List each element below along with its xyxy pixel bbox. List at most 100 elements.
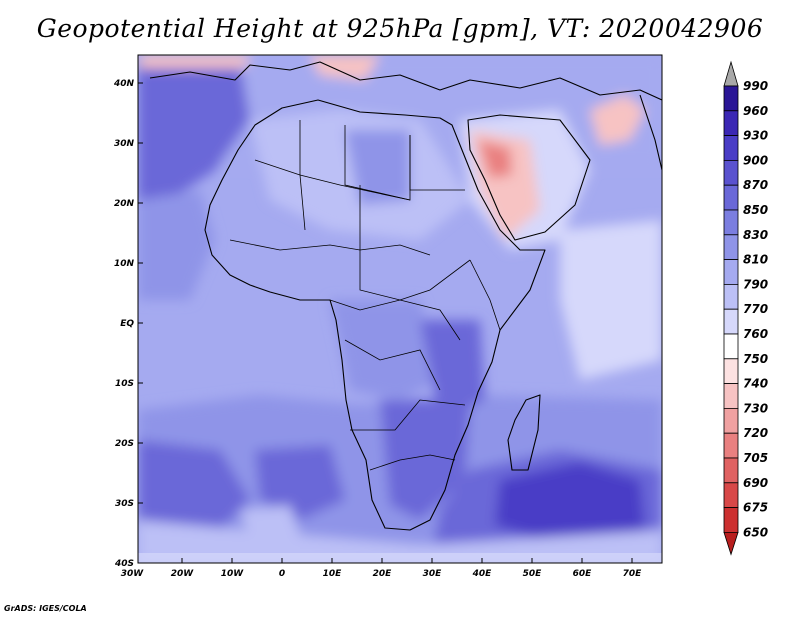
field-east-dark <box>420 320 485 420</box>
lon-label: 50E <box>523 569 543 579</box>
lat-label: 10N <box>114 259 135 269</box>
field-arabia-red <box>478 140 512 178</box>
arabia-coastline <box>467 114 591 241</box>
colorbar-swatch <box>723 159 739 186</box>
africa-coastline <box>204 99 546 531</box>
colorbar-swatch <box>723 259 739 285</box>
coastlines <box>149 61 662 531</box>
border-east <box>469 259 501 331</box>
colorbar-label: 900 <box>743 153 768 167</box>
colorbar-swatch <box>723 407 739 434</box>
colorbar-label: 770 <box>743 302 768 316</box>
lat-label: 30S <box>115 499 134 509</box>
lat-label: 40S <box>114 559 134 569</box>
lat-label: 30N <box>114 139 135 149</box>
colorbar-swatch <box>723 457 739 484</box>
colorbar-swatch <box>723 209 739 236</box>
lat-label: 20S <box>115 439 134 449</box>
colorbar-swatch <box>723 184 739 211</box>
colorbar-bottom-triangle <box>723 532 739 556</box>
colorbar-label: 870 <box>743 178 768 192</box>
colorbar-swatch <box>723 135 739 161</box>
colorbar-label: 705 <box>743 451 768 465</box>
field-south-deep <box>495 462 645 545</box>
colorbar-label: 740 <box>743 377 768 391</box>
field-atlantic-mid <box>138 190 215 300</box>
colorbar-swatch <box>723 432 739 459</box>
colorbar-top-triangle <box>723 60 739 87</box>
colorbar-swatch <box>723 308 739 335</box>
field-south-dark-west <box>138 440 250 540</box>
border-southern-2 <box>369 454 456 471</box>
colorbar-label: 990 <box>743 79 768 93</box>
field-indian-ocean-pale <box>560 220 662 380</box>
colorbar-label: 650 <box>743 525 768 539</box>
lat-label: 10S <box>115 379 134 389</box>
madagascar-coastline <box>507 394 541 471</box>
colorbar-label: 675 <box>743 501 768 515</box>
colorbar-label: 730 <box>743 401 768 415</box>
field-south-pale <box>138 520 662 563</box>
colorbar-label: 760 <box>743 327 768 341</box>
border-sahel <box>229 239 431 256</box>
field-cape-pale <box>240 505 300 540</box>
lat-label: EQ <box>120 319 134 329</box>
lat-label: 40N <box>113 79 135 89</box>
lon-label: 60E <box>573 569 593 579</box>
lon-label: 10E <box>323 569 343 579</box>
colorbar-swatch <box>723 234 739 261</box>
chart-title: Geopotential Height at 925hPa [gpm], VT:… <box>36 14 764 43</box>
country-borders <box>229 120 501 471</box>
field-central-mid <box>330 300 440 400</box>
border-sahara-1 <box>254 159 411 201</box>
lon-label: 10W <box>221 569 245 579</box>
colorbar-swatch <box>723 110 739 137</box>
longitude-axis: 30W 20W 10W 0 10E 20E 30E 40E 50E 60E 70E <box>121 558 642 579</box>
border-egypt <box>409 135 465 191</box>
border-sahara-2 <box>299 120 306 231</box>
plot-frame <box>137 54 663 564</box>
lon-label: 70E <box>623 569 643 579</box>
field-south-dark-mid <box>255 445 345 520</box>
colorbar-swatch <box>723 85 739 112</box>
border-southern-1 <box>350 399 466 431</box>
colorbar-swatch <box>723 507 739 533</box>
credit-text: GrADS: IGES/COLA <box>4 604 87 613</box>
lon-label: 0 <box>279 569 285 579</box>
colorbar: 990 960 930 900 870 850 830 810 790 770 760 750 740 7… <box>723 60 768 556</box>
field-iberia-pink <box>140 55 250 68</box>
colorbar-swatch <box>723 333 739 360</box>
field-southern-africa-dark <box>380 400 470 520</box>
colorbar-label: 930 <box>743 129 768 143</box>
border-congo <box>344 339 441 391</box>
lon-label: 20E <box>373 569 393 579</box>
colorbar-label: 720 <box>743 426 768 440</box>
colorbar-label: 850 <box>743 203 768 217</box>
field-iran-pink <box>590 95 645 145</box>
field-libya-mid <box>345 130 410 205</box>
height-field <box>138 55 662 563</box>
field-italy-pink <box>310 55 380 80</box>
colorbar-swatch <box>723 358 739 384</box>
lon-label: 40E <box>472 569 493 579</box>
colorbar-swatch <box>723 283 739 310</box>
colorbar-label: 690 <box>743 476 768 490</box>
colorbar-label: 750 <box>743 352 768 366</box>
lon-label: 20W <box>171 569 195 579</box>
colorbar-swatch <box>723 383 739 409</box>
colorbar-label: 790 <box>743 277 768 291</box>
lat-label: 20N <box>114 199 135 209</box>
colorbar-label: 960 <box>743 104 768 118</box>
field-bottom-strip <box>138 553 662 563</box>
lon-label: 30W <box>121 569 145 579</box>
colorbar-label: 810 <box>743 253 768 267</box>
border-central <box>329 299 461 341</box>
colorbar-swatch <box>723 482 739 508</box>
latitude-axis: 40N 30N 20N 10N EQ 10S 20S 30S 40S <box>113 79 143 569</box>
india-coastline <box>639 94 662 171</box>
colorbar-label: 830 <box>743 228 768 242</box>
europe-coastline <box>149 61 662 101</box>
field-atlantic-dark <box>138 60 250 220</box>
lon-label: 30E <box>423 569 443 579</box>
